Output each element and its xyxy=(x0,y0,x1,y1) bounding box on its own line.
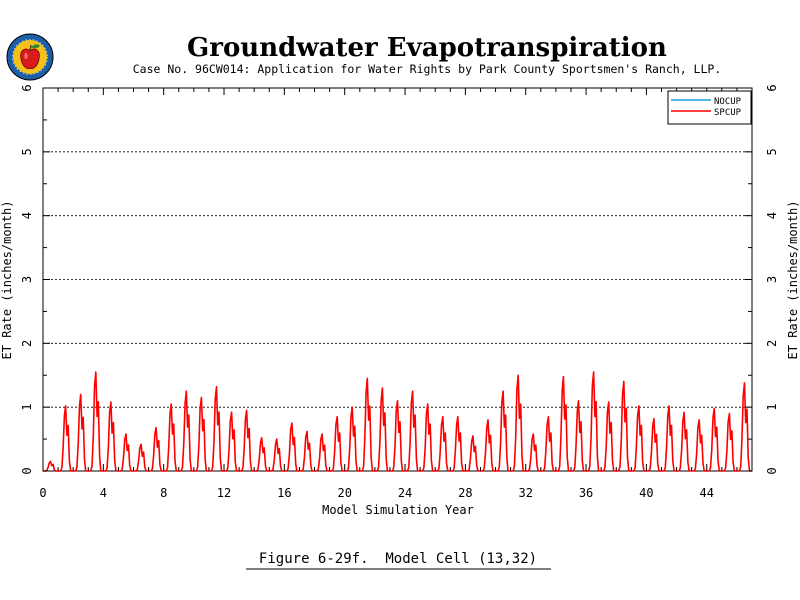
axis-ticks xyxy=(42,87,753,472)
x-tick-label: 16 xyxy=(277,486,291,500)
legend-box xyxy=(667,90,752,125)
y-tick-label-right: 4 xyxy=(765,212,779,219)
y-axis-label-right: ET Rate (inches/month) xyxy=(786,201,800,360)
x-tick-labels: 0 4 8 12 16 20 24 28 32 36 40 44 xyxy=(39,486,714,500)
y-tick-label-right: 5 xyxy=(765,148,779,155)
grid-lines xyxy=(43,151,752,408)
series-layer xyxy=(43,371,752,472)
y-tick-label-left: 5 xyxy=(20,148,34,155)
y-tick-label-right: 6 xyxy=(765,84,779,91)
x-tick-label: 8 xyxy=(160,486,167,500)
y-tick-labels-right: 0 1 2 3 4 5 6 xyxy=(765,84,779,474)
figure-caption: Figure 6-29f. Model Cell (13,32) xyxy=(259,551,537,567)
legend-label-nocup: NOCUP xyxy=(714,97,742,107)
x-tick-label: 36 xyxy=(579,486,593,500)
y-tick-label-right: 1 xyxy=(765,404,779,411)
y-tick-label-left: 3 xyxy=(20,276,34,283)
y-axis-label-left: ET Rate (inches/month) xyxy=(0,201,14,360)
y-tick-label-right: 0 xyxy=(765,467,779,474)
y-tick-label-left: 0 xyxy=(20,467,34,474)
chart-subtitle: Case No. 96CW014: Application for Water … xyxy=(133,62,722,76)
y-tick-label-left: 6 xyxy=(20,84,34,91)
y-tick-label-right: 2 xyxy=(765,340,779,347)
x-tick-label: 32 xyxy=(518,486,532,500)
y-tick-labels-left: 0 1 2 3 4 5 6 xyxy=(20,84,34,474)
x-tick-label: 44 xyxy=(700,486,714,500)
y-tick-label-left: 4 xyxy=(20,212,34,219)
x-tick-label: 20 xyxy=(337,486,351,500)
apple-seal-icon xyxy=(6,33,54,81)
y-tick-label-left: 2 xyxy=(20,340,34,347)
x-axis-label: Model Simulation Year xyxy=(322,503,474,517)
series-line-spcup xyxy=(43,371,752,472)
x-tick-label: 12 xyxy=(217,486,231,500)
legend-label-spcup: SPCUP xyxy=(714,108,742,118)
x-tick-label: 24 xyxy=(398,486,412,500)
x-tick-label: 40 xyxy=(639,486,653,500)
x-tick-label: 28 xyxy=(458,486,472,500)
y-tick-label-left: 1 xyxy=(20,404,34,411)
chart-title: Groundwater Evapotranspiration xyxy=(187,33,667,63)
legend: NOCUP SPCUP xyxy=(667,90,752,125)
x-tick-label: 0 xyxy=(39,486,46,500)
x-tick-label: 4 xyxy=(100,486,107,500)
y-tick-label-right: 3 xyxy=(765,276,779,283)
